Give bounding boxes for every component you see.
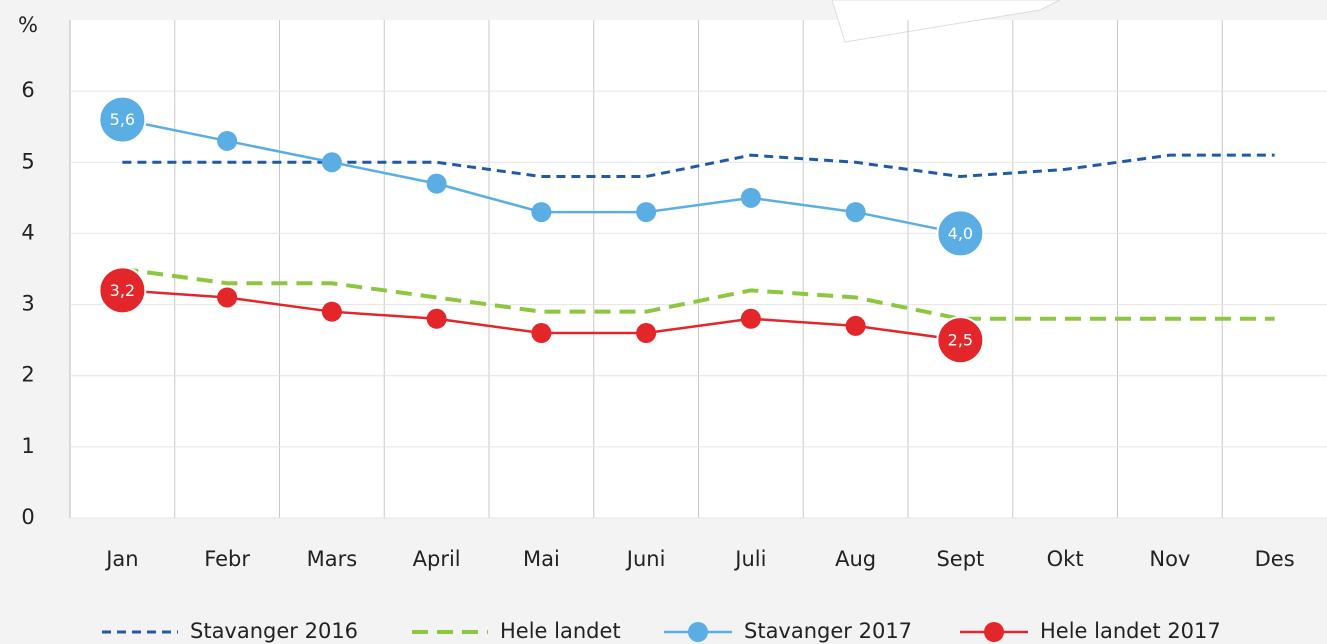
data-point [531, 323, 551, 343]
data-point [636, 202, 656, 222]
x-tick-label: Aug [835, 547, 876, 571]
data-point [322, 152, 342, 172]
data-point [741, 188, 761, 208]
x-tick-label: Okt [1047, 547, 1084, 571]
data-point [741, 309, 761, 329]
legend-label: Stavanger 2016 [190, 619, 358, 643]
x-tick-label: Jan [104, 547, 138, 571]
data-point [217, 131, 237, 151]
x-tick-label: Sept [936, 547, 984, 571]
x-tick-label: Juli [733, 547, 766, 571]
data-point [427, 309, 447, 329]
y-tick-label: 5 [21, 149, 34, 173]
data-label: 2,5 [948, 331, 973, 350]
x-tick-label: Febr [204, 547, 250, 571]
y-tick-label: 2 [21, 363, 34, 387]
x-tick-label: Des [1255, 547, 1295, 571]
x-tick-label: Nov [1149, 547, 1190, 571]
data-point [846, 316, 866, 336]
data-point [531, 202, 551, 222]
data-point [846, 202, 866, 222]
data-point [217, 287, 237, 307]
data-label: 4,0 [948, 224, 973, 243]
legend-label: Stavanger 2017 [744, 619, 912, 643]
y-tick-label: 4 [21, 220, 34, 244]
y-tick-label: 6 [21, 78, 34, 102]
x-tick-label: Mars [307, 547, 358, 571]
y-axis-label: % [18, 13, 38, 37]
legend-label: Hele landet [500, 619, 621, 643]
data-point [636, 323, 656, 343]
data-point [322, 302, 342, 322]
data-label: 3,2 [110, 281, 135, 300]
y-tick-label: 3 [21, 292, 34, 316]
data-label: 5,6 [110, 110, 135, 129]
x-tick-label: April [413, 547, 461, 571]
legend-marker [984, 622, 1004, 642]
legend-marker [688, 622, 708, 642]
data-point [427, 174, 447, 194]
x-tick-label: Juni [625, 547, 666, 571]
y-tick-label: 1 [21, 434, 34, 458]
chart: % 0 1 2 3 4 5 6 Jan Febr Mars April Mai Juni Juli Aug S… [0, 0, 1327, 644]
legend-label: Hele landet 2017 [1040, 619, 1221, 643]
x-tick-label: Mai [523, 547, 560, 571]
y-tick-label: 0 [21, 505, 34, 529]
